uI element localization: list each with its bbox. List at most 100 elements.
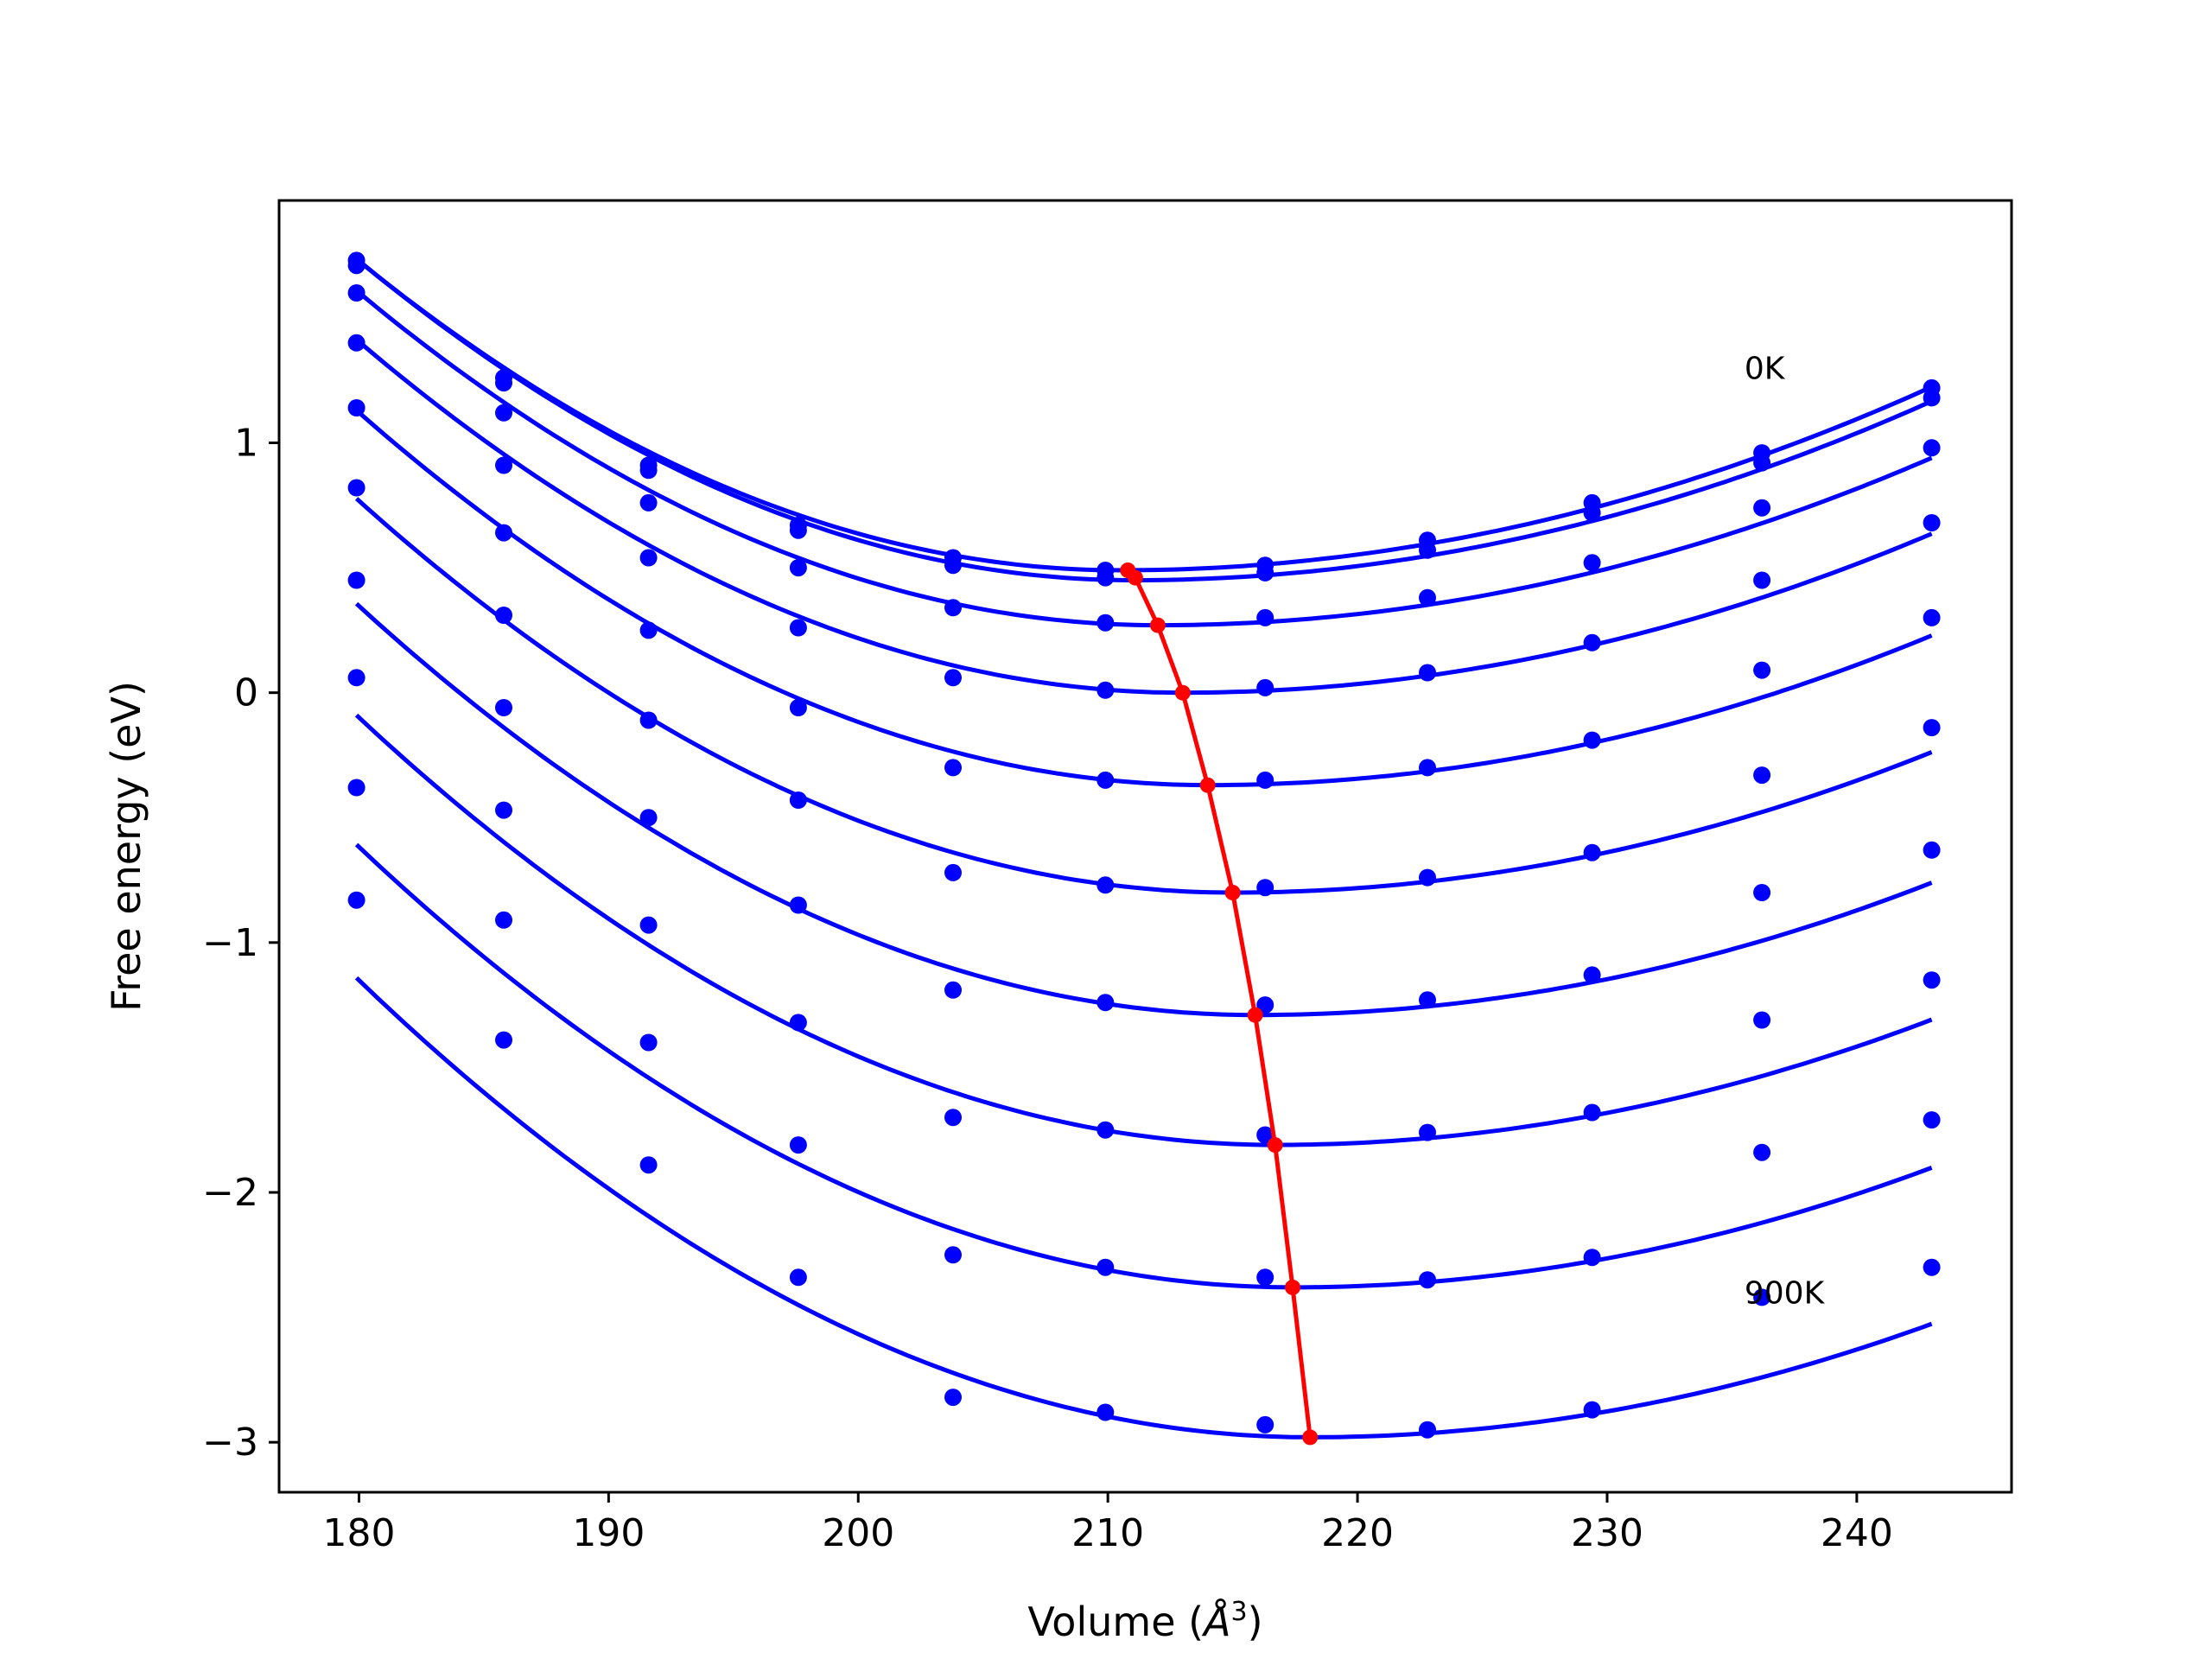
data-point-s8-9 (1753, 1143, 1771, 1161)
data-point-s5-0 (347, 479, 365, 497)
x-axis-label-text: Volume ( (1027, 1599, 1204, 1645)
data-point-s5-9 (1753, 766, 1771, 785)
data-point-s5-6 (1256, 879, 1274, 897)
data-point-s6-1 (495, 699, 512, 716)
data-point-s2-10 (1923, 439, 1941, 457)
data-point-s3-10 (1923, 514, 1941, 531)
data-point-s1-8 (1583, 504, 1601, 522)
x-tick-label-3: 210 (1071, 1511, 1144, 1555)
data-point-s2-4 (944, 599, 962, 617)
y-tick-label-0: 1 (234, 421, 258, 465)
data-point-s7-10 (1923, 971, 1941, 989)
data-point-s4-9 (1753, 661, 1771, 679)
data-point-s5-4 (944, 863, 962, 881)
data-point-s5-7 (1419, 868, 1436, 887)
data-point-s3-4 (944, 669, 962, 687)
data-point-s8-2 (639, 1033, 658, 1052)
data-point-s4-0 (347, 399, 365, 416)
minimum-point-6 (1247, 1007, 1263, 1023)
data-point-s1-4 (944, 556, 962, 575)
data-point-s8-8 (1583, 1249, 1601, 1267)
annotation-0: 0K (1745, 352, 1786, 387)
data-point-s3-7 (1419, 664, 1436, 682)
data-point-s9-3 (789, 1268, 807, 1287)
minimum-point-2 (1149, 617, 1166, 633)
data-point-s9-9 (1753, 1288, 1771, 1306)
y-axis-label: Free energy (eV) (103, 681, 149, 1012)
x-tick-label-6: 240 (1821, 1511, 1893, 1555)
data-point-s3-1 (495, 456, 512, 474)
minimum-point-1 (1127, 569, 1143, 586)
data-point-s5-2 (639, 711, 658, 729)
annotation-1: 900K (1745, 1276, 1826, 1312)
minimum-point-5 (1224, 885, 1241, 900)
data-point-s9-7 (1419, 1421, 1436, 1439)
y-tick-label-4: −3 (202, 1421, 258, 1465)
annotations: 0K 900K (1745, 352, 1826, 1312)
data-point-s3-0 (347, 334, 365, 352)
data-point-s9-10 (1923, 1258, 1941, 1276)
data-point-s1-0 (347, 257, 365, 275)
x-tick-label-1: 190 (572, 1511, 645, 1555)
x-tick-label-5: 230 (1571, 1511, 1643, 1555)
data-point-s1-10 (1923, 389, 1941, 407)
y-tick-label-2: −1 (202, 921, 258, 965)
data-point-s4-8 (1583, 731, 1601, 749)
data-point-s9-5 (1096, 1403, 1115, 1421)
x-axis-label-exponent: 3 (1231, 1597, 1248, 1627)
data-point-s2-2 (639, 493, 658, 512)
data-point-s2-0 (347, 284, 365, 302)
data-point-s7-0 (347, 669, 365, 687)
data-point-s8-0 (347, 779, 365, 797)
data-point-s2-8 (1583, 554, 1601, 572)
data-point-s1-9 (1753, 454, 1771, 472)
data-point-s3-9 (1753, 571, 1771, 589)
fit-curve-5 (354, 497, 1933, 895)
data-point-s5-10 (1923, 719, 1941, 737)
data-point-s4-1 (495, 524, 512, 542)
data-point-s7-5 (1096, 1121, 1115, 1139)
y-tick-label-1: 0 (234, 671, 258, 715)
plot-area (347, 251, 1941, 1446)
data-point-s7-8 (1583, 1103, 1601, 1122)
fit-curve-8 (354, 842, 1933, 1290)
data-point-s1-7 (1419, 541, 1436, 559)
data-point-s7-1 (495, 801, 512, 819)
fit-curve-3 (354, 338, 1933, 696)
fit-curve-7 (354, 713, 1933, 1147)
data-point-s6-7 (1419, 991, 1436, 1009)
data-point-s4-5 (1096, 771, 1115, 789)
data-point-s6-6 (1256, 996, 1274, 1014)
data-point-s2-7 (1419, 588, 1436, 607)
data-point-s3-6 (1256, 678, 1274, 696)
minimum-point-7 (1267, 1137, 1283, 1154)
minimum-point-9 (1302, 1429, 1319, 1446)
data-point-s7-4 (944, 1109, 962, 1127)
data-point-s1-5 (1096, 569, 1115, 587)
data-point-s6-5 (1096, 994, 1115, 1012)
data-point-s6-9 (1753, 884, 1771, 901)
data-point-s8-5 (1096, 1258, 1115, 1276)
data-point-s9-8 (1583, 1401, 1601, 1419)
x-tick-label-0: 180 (322, 1511, 395, 1555)
data-point-s5-3 (789, 791, 807, 809)
data-point-s3-5 (1096, 681, 1115, 699)
data-point-s5-8 (1583, 843, 1601, 861)
data-point-s4-3 (789, 699, 807, 716)
data-point-s6-2 (639, 809, 658, 827)
fit-curve-1 (355, 257, 1933, 582)
data-point-s1-2 (639, 461, 658, 480)
data-point-s8-1 (495, 911, 512, 929)
data-point-s2-1 (495, 404, 512, 422)
y-tick-label-3: −2 (202, 1171, 258, 1215)
fit-curve-2 (354, 289, 1933, 628)
fit-curve-9 (354, 976, 1933, 1440)
data-point-s4-6 (1256, 771, 1274, 789)
x-axis-label: Volume (Å3) (1027, 1597, 1262, 1645)
data-point-s6-3 (789, 896, 807, 914)
x-tick-label-2: 200 (822, 1511, 894, 1555)
data-point-s3-8 (1583, 633, 1601, 652)
data-point-s1-6 (1256, 563, 1274, 582)
